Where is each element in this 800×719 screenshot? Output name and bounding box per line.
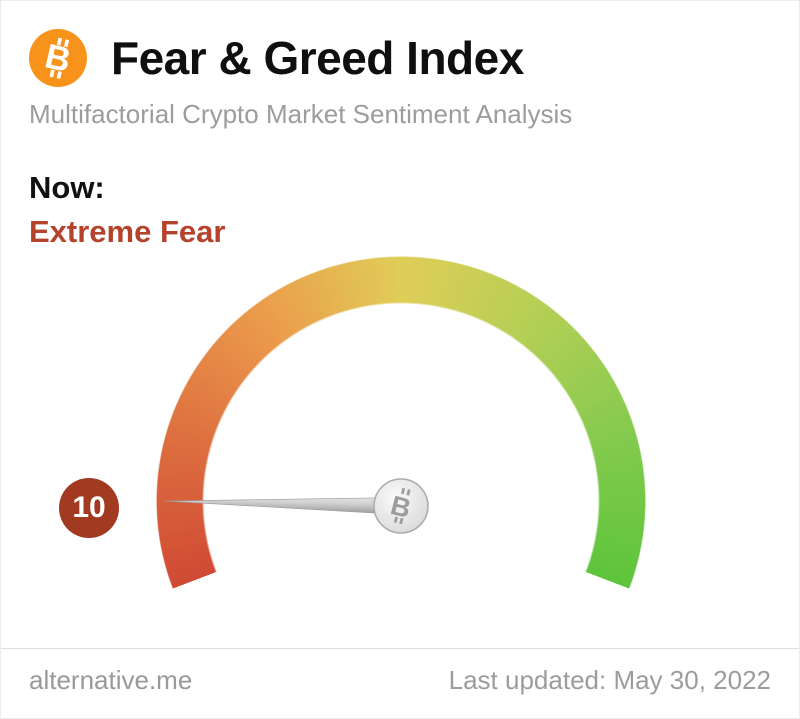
gauge-hub: B	[373, 478, 429, 534]
last-updated: Last updated: May 30, 2022	[448, 665, 771, 695]
gauge: B	[151, 251, 651, 718]
header: B Fear & Greed Index	[1, 1, 799, 87]
gauge-needle: B	[165, 478, 429, 534]
page-title: Fear & Greed Index	[111, 32, 524, 84]
footer: alternative.me Last updated: May 30, 202…	[1, 648, 799, 718]
now-label: Now:	[29, 170, 105, 205]
page-subtitle: Multifactorial Crypto Market Sentiment A…	[29, 99, 573, 129]
needle-pointer	[165, 497, 402, 515]
sentiment-classification: Extreme Fear	[29, 214, 226, 249]
bitcoin-icon: B	[29, 29, 87, 87]
source-link[interactable]: alternative.me	[29, 665, 193, 695]
index-value-badge: 10	[59, 478, 119, 538]
status-block: Now: Extreme Fear	[1, 130, 799, 250]
